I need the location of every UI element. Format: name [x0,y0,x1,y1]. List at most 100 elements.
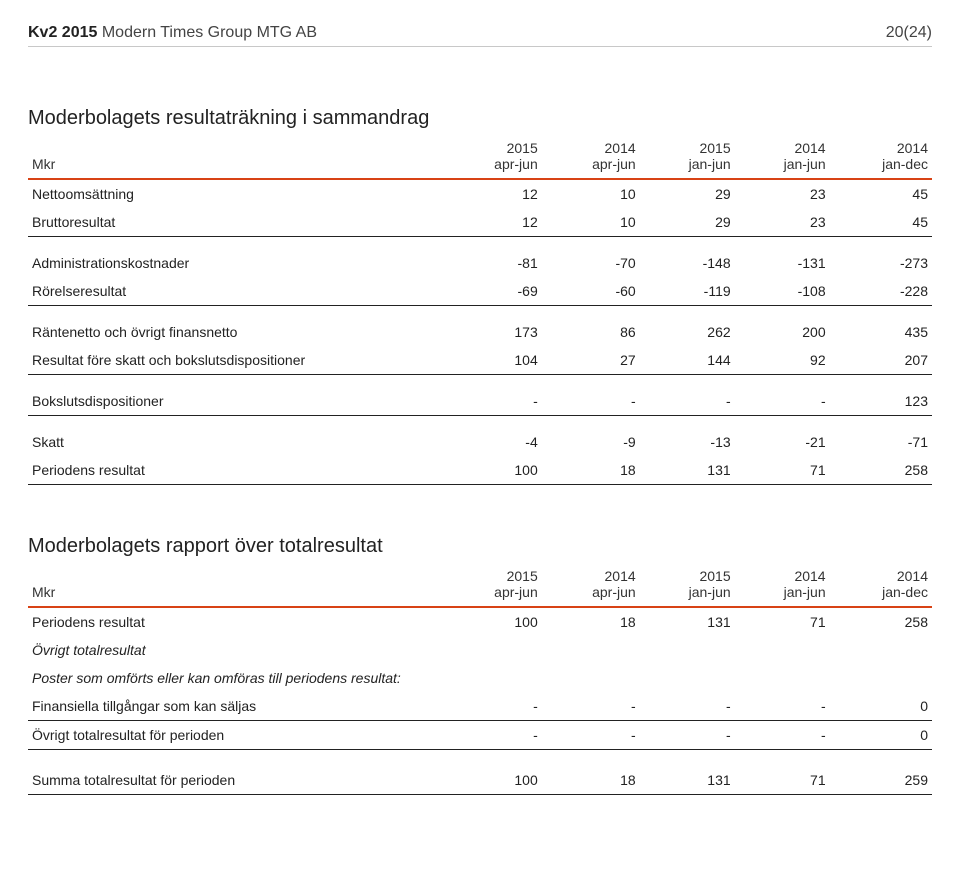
col-period: jan-jun [640,584,735,607]
unit-label: Mkr [28,584,444,607]
cell: 100 [444,607,542,636]
table-row: Övrigt totalresultat [28,636,932,664]
cell: 100 [444,456,542,485]
table-row: Summa totalresultat för perioden 100 18 … [28,766,932,795]
col-period: apr-jun [542,584,640,607]
cell: 104 [444,346,542,375]
cell: 23 [735,179,830,208]
row-label: Bokslutsdispositioner [28,387,444,416]
cell: - [640,692,735,721]
cell: 10 [542,179,640,208]
table-row: Nettoomsättning 12 10 29 23 45 [28,179,932,208]
cell: -60 [542,277,640,306]
cell: 0 [830,692,932,721]
table-row: Administrationskostnader -81 -70 -148 -1… [28,249,932,277]
col-period: apr-jun [444,584,542,607]
cell: 86 [542,318,640,346]
cell: 144 [640,346,735,375]
cell: 45 [830,208,932,237]
row-label: Poster som omförts eller kan omföras til… [28,664,444,692]
cell: - [735,721,830,750]
cell: - [542,387,640,416]
cell: -70 [542,249,640,277]
unit-label: Mkr [28,156,444,179]
cell: -108 [735,277,830,306]
table-row: Resultat före skatt och bokslutsdisposit… [28,346,932,375]
table-row: Räntenetto och övrigt finansnetto 173 86… [28,318,932,346]
cell: -4 [444,428,542,456]
table-row: Bruttoresultat 12 10 29 23 45 [28,208,932,237]
cell: 258 [830,607,932,636]
cell: 0 [830,721,932,750]
row-label: Skatt [28,428,444,456]
cell: - [444,387,542,416]
cell: 45 [830,179,932,208]
cell: - [444,721,542,750]
cell: 435 [830,318,932,346]
cell: 131 [640,607,735,636]
table-row: Finansiella tillgångar som kan säljas - … [28,692,932,721]
cell: 100 [444,766,542,795]
row-label: Periodens resultat [28,607,444,636]
cell: 207 [830,346,932,375]
col-period: jan-dec [830,584,932,607]
cell: - [640,721,735,750]
cell: -81 [444,249,542,277]
cell: -9 [542,428,640,456]
cell: 173 [444,318,542,346]
row-label: Summa totalresultat för perioden [28,766,444,795]
table-row: Bokslutsdispositioner - - - - 123 [28,387,932,416]
col-year: 2014 [542,134,640,156]
cell: 259 [830,766,932,795]
cell: - [735,387,830,416]
header-quarter: Kv2 2015 [28,24,97,41]
cell: 18 [542,766,640,795]
col-year: 2014 [735,134,830,156]
cell: 23 [735,208,830,237]
table-row: Poster som omförts eller kan omföras til… [28,664,932,692]
cell: -13 [640,428,735,456]
row-label: Finansiella tillgångar som kan säljas [28,692,444,721]
row-label: Rörelseresultat [28,277,444,306]
col-year: 2015 [640,134,735,156]
header-page-number: 20(24) [886,24,932,42]
col-year: 2014 [830,562,932,584]
table1-header-years: 2015 2014 2015 2014 2014 [28,134,932,156]
col-year: 2015 [640,562,735,584]
cell: - [640,387,735,416]
row-label: Resultat före skatt och bokslutsdisposit… [28,346,444,375]
col-year: 2014 [735,562,830,584]
row-label: Övrigt totalresultat [28,636,444,664]
table-row: Periodens resultat 100 18 131 71 258 [28,456,932,485]
cell: -273 [830,249,932,277]
cell: -131 [735,249,830,277]
cell: 123 [830,387,932,416]
table-row: Rörelseresultat -69 -60 -119 -108 -228 [28,277,932,306]
cell: -228 [830,277,932,306]
table2: 2015 2014 2015 2014 2014 Mkr apr-jun apr… [28,562,932,795]
cell: 12 [444,208,542,237]
table-row: Övrigt totalresultat för perioden - - - … [28,721,932,750]
cell: 27 [542,346,640,375]
cell: - [444,692,542,721]
cell: 18 [542,607,640,636]
cell: -148 [640,249,735,277]
cell: -69 [444,277,542,306]
cell: 71 [735,607,830,636]
cell: 12 [444,179,542,208]
cell: -119 [640,277,735,306]
cell: 18 [542,456,640,485]
cell: - [542,721,640,750]
col-period: jan-dec [830,156,932,179]
cell: 29 [640,208,735,237]
header-company: Modern Times Group MTG AB [102,24,317,41]
row-label: Administrationskostnader [28,249,444,277]
col-year: 2015 [444,134,542,156]
table1-header-periods: Mkr apr-jun apr-jun jan-jun jan-jun jan-… [28,156,932,179]
cell: 131 [640,766,735,795]
cell: - [542,692,640,721]
col-period: jan-jun [640,156,735,179]
table-row: Skatt -4 -9 -13 -21 -71 [28,428,932,456]
cell: 262 [640,318,735,346]
table1-title: Moderbolagets resultaträkning i sammandr… [28,107,932,130]
